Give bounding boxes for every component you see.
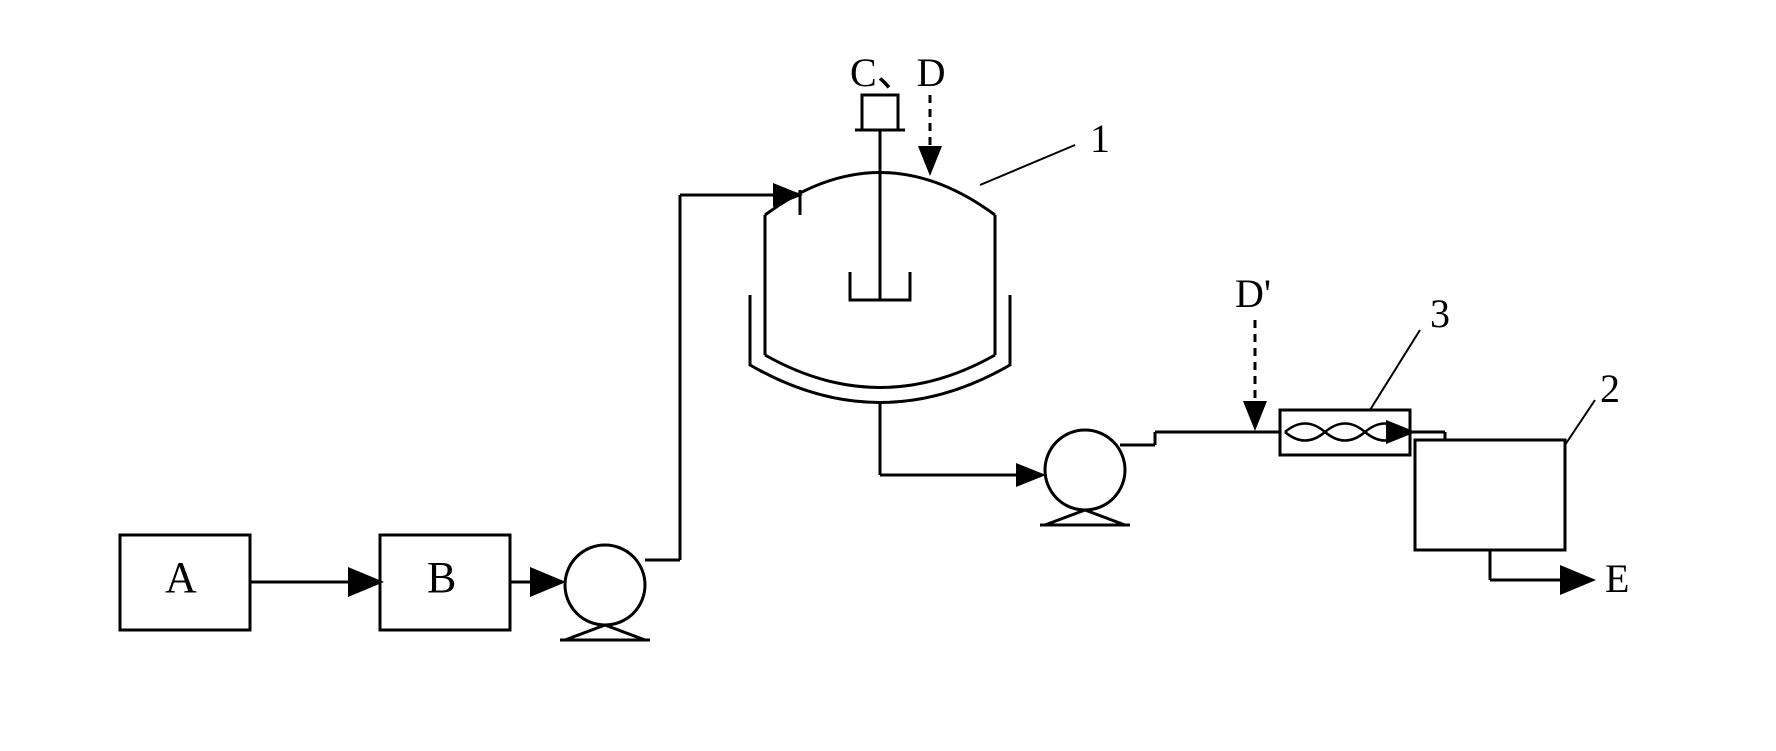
label-cd: C、D (850, 40, 946, 98)
label-e: E (1605, 555, 1629, 602)
leader-2 (1565, 400, 1595, 445)
diagram-svg (0, 0, 1776, 751)
tank-2 (1415, 440, 1565, 550)
label-2: 2 (1600, 365, 1620, 412)
label-d-prime: D' (1235, 270, 1271, 317)
leader-1 (980, 145, 1075, 185)
process-flow-diagram: A B C、D D' 1 2 3 E (0, 0, 1776, 751)
label-1: 1 (1090, 115, 1110, 162)
static-mixer (1280, 410, 1410, 455)
pump-1 (565, 545, 645, 625)
agitator-motor (862, 95, 898, 130)
label-b: B (427, 552, 456, 603)
pump-2 (1045, 430, 1125, 510)
label-3: 3 (1430, 290, 1450, 337)
leader-3 (1370, 330, 1420, 410)
label-a: A (165, 552, 197, 603)
